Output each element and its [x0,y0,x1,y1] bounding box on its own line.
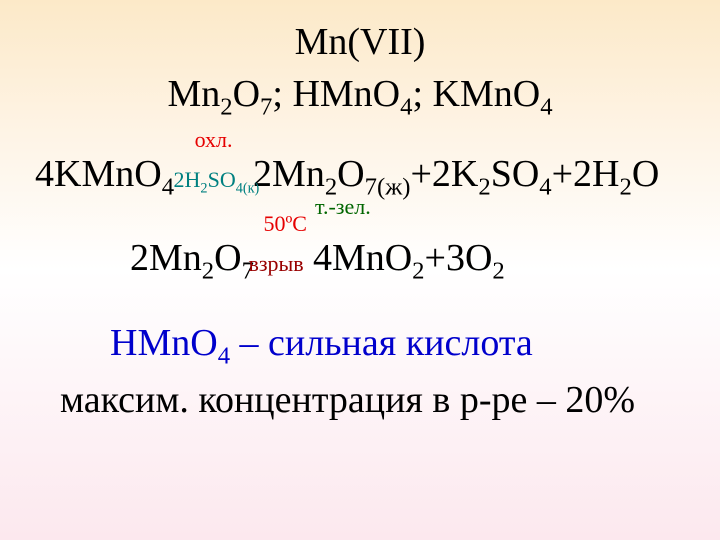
subtitle-p1: Mn [167,73,220,115]
r1-lhs-sub: 4 [162,173,174,200]
r1-ab-p1: 2H [174,167,201,192]
r1-rhs-p4: SO [491,153,540,195]
r1-arrow-box: охл. 2H2SO4(к) [184,155,244,199]
statement-1: HMnO4 – сильная кислота [110,321,690,371]
r2-lhs-p2: O [214,237,241,279]
st1-p2: – сильная кислота [230,322,533,364]
r2-arrow-top: 50ºС [263,211,303,237]
reaction-2: 2Mn2O7 50ºС взрыв 4MnO2+3O2 [130,236,690,286]
slide-content: Mn(VII) Mn2O7; HMnO4; KMnO4 4KMnO4 охл. … [0,0,720,442]
st1-s1: 4 [218,342,230,369]
r2-rhs-s1: 2 [412,258,424,285]
st1-p1: HMnO [110,322,218,364]
subtitle-s1: 2 [220,94,232,121]
title: Mn(VII) [30,20,690,64]
subtitle-p4: ; KMnO [412,73,540,115]
r1-arrow-bottom: 2H2SO4(к) [174,167,246,197]
r1-ab-s2: 4(к) [236,180,260,196]
subtitle-s3: 4 [400,94,412,121]
r1-rhs-p1: 2Mn [253,153,325,195]
subtitle-s2: 7 [260,94,272,121]
r1-arrow-top: охл. [184,127,244,153]
r2-lhs-s1: 2 [202,258,214,285]
reaction-1: 4KMnO4 охл. 2H2SO4(к) 2Mn2O7(ж)+2K2SO4+2… [35,152,690,202]
r2-rhs-p2: +3O [425,237,493,279]
r2-lhs-p1: 2Mn [130,237,202,279]
subtitle-p3: ; HMnO [272,73,400,115]
subtitle-s4: 4 [540,94,552,121]
r1-annotation: т.-зел. [315,194,371,220]
r1-rhs-s3: 2 [478,173,490,200]
r2-arrow-bottom: взрыв [248,251,296,277]
r1-lhs: 4KMnO [35,153,162,195]
r2-rhs-p1: 4MnO [313,237,412,279]
r1-ab-p2: SO [208,167,236,192]
r1-ab-s1: 2 [200,180,207,196]
r1-rhs-s4: 4 [539,173,551,200]
statement-2: максим. концентрация в р-ре – 20% [60,378,690,422]
subtitle: Mn2O7; HMnO4; KMnO4 [30,72,690,122]
r1-rhs-s2: 7(ж) [365,173,411,200]
r2-rhs-s2: 2 [492,258,504,285]
r1-rhs-s5: 2 [619,173,631,200]
r1-rhs-p3: +2K [410,153,478,195]
r1-rhs-p2: O [337,153,364,195]
r2-arrow-box: 50ºС взрыв [263,239,303,283]
r1-rhs-p5: +2H [552,153,620,195]
r1-rhs-p6: O [632,153,659,195]
subtitle-p2: O [233,73,260,115]
